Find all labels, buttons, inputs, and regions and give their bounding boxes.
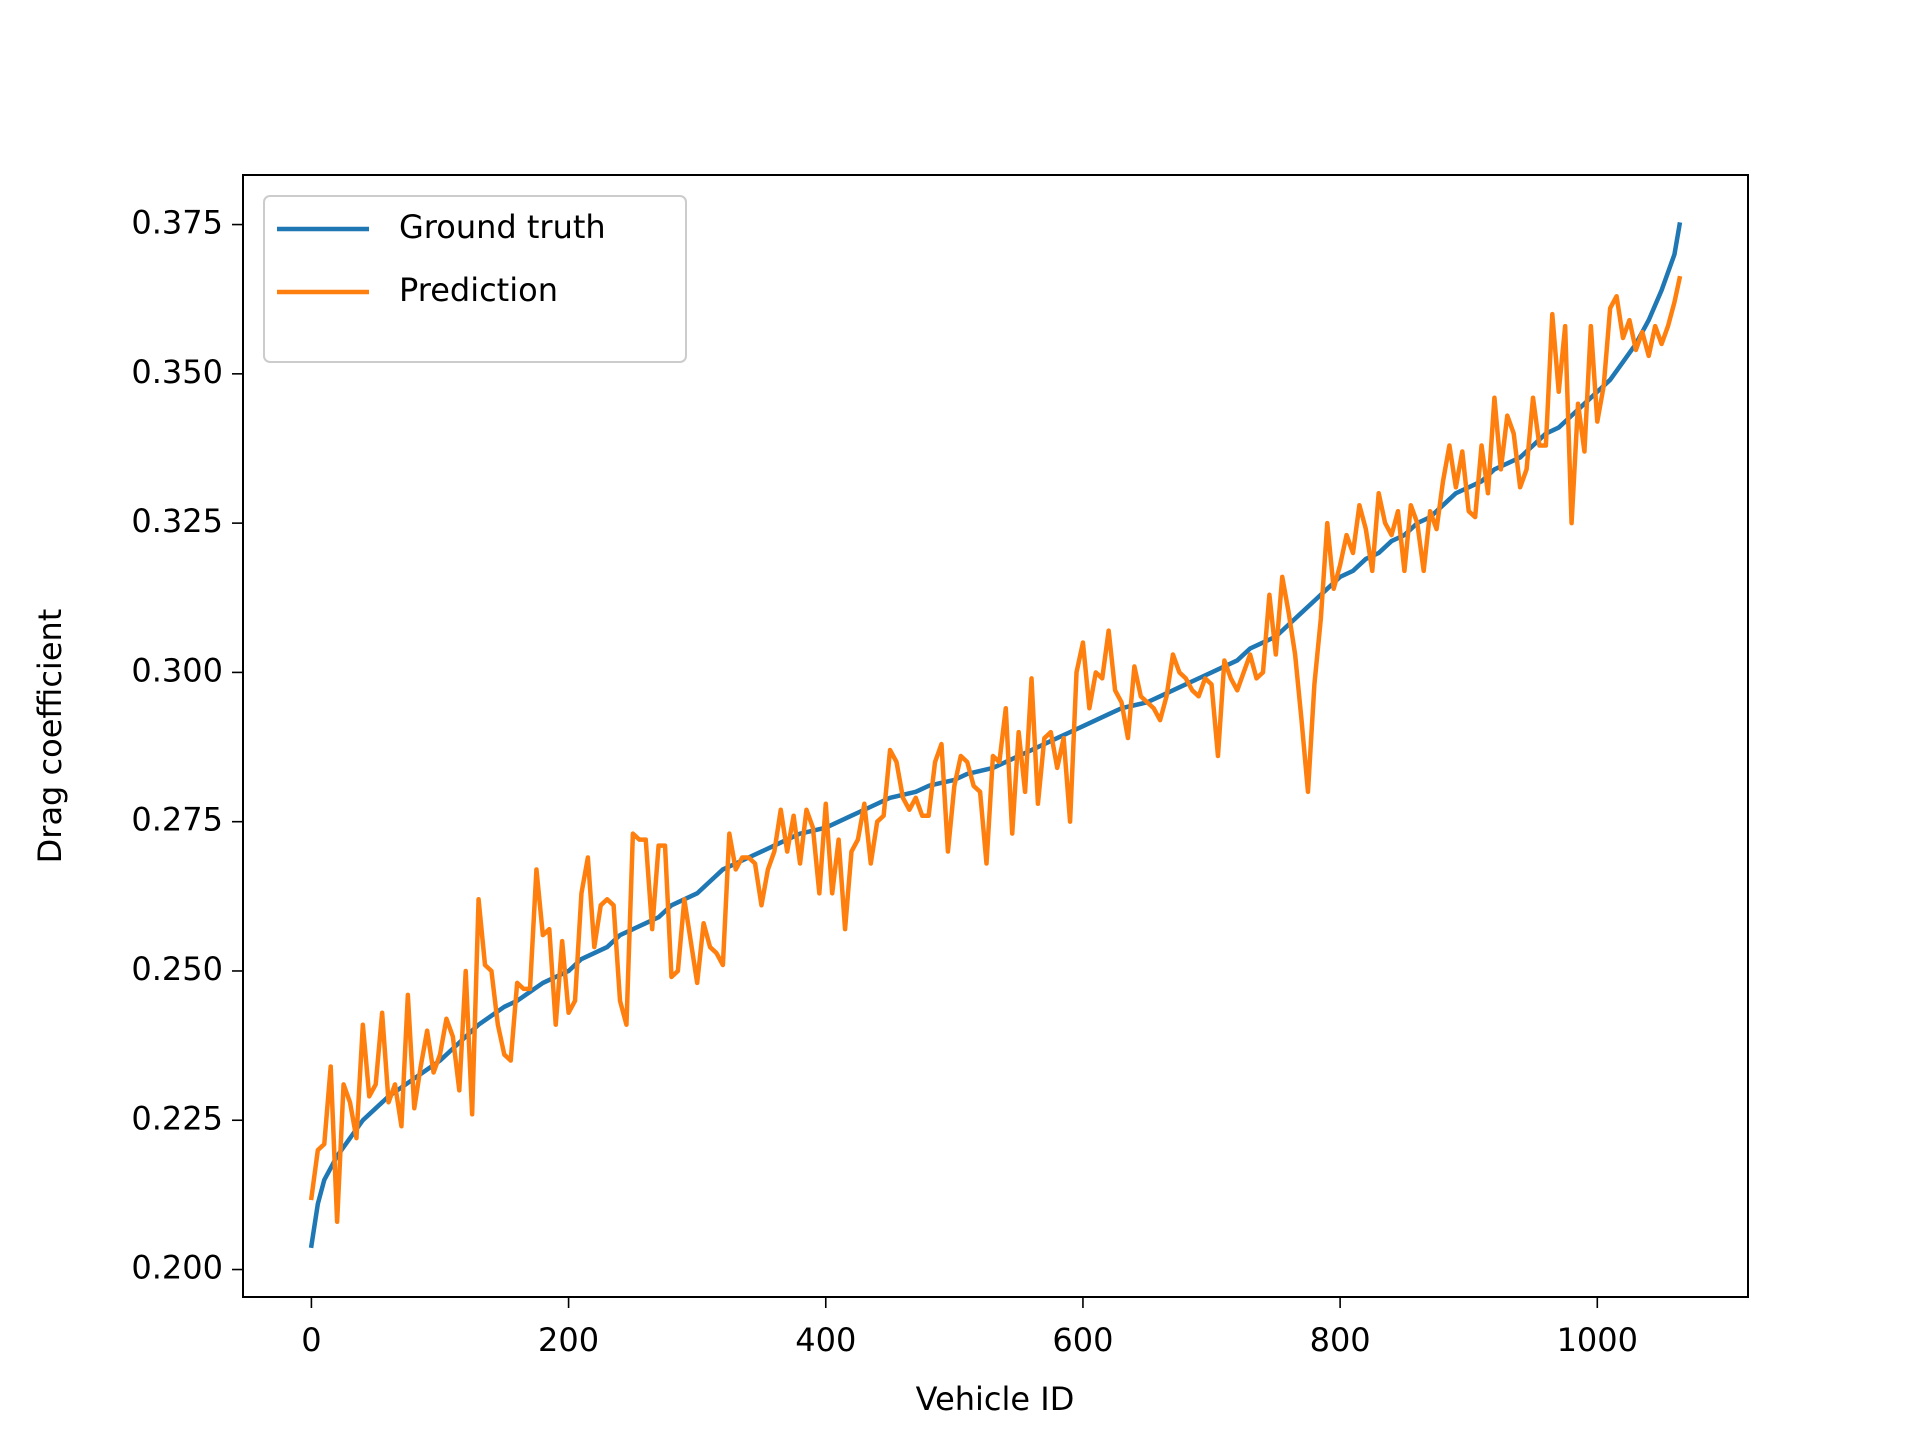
- y-tick-label: 0.325: [131, 502, 223, 540]
- x-tick-label: 600: [1052, 1321, 1113, 1359]
- legend-label: Prediction: [399, 271, 558, 309]
- y-tick-label: 0.225: [131, 1099, 223, 1137]
- y-tick-label: 0.350: [131, 353, 223, 391]
- x-axis-label: Vehicle ID: [916, 1380, 1075, 1418]
- y-tick-label: 0.300: [131, 651, 223, 689]
- x-tick-label: 0: [301, 1321, 321, 1359]
- x-tick-label: 400: [795, 1321, 856, 1359]
- y-tick-label: 0.375: [131, 204, 223, 242]
- legend-box: [263, 195, 687, 363]
- plot-frame: [242, 174, 1749, 1298]
- x-tick-label: 200: [538, 1321, 599, 1359]
- data-line: [308, 275, 1683, 1225]
- x-tick-label: 1000: [1557, 1321, 1638, 1359]
- y-axis-label: Drag coefficient: [31, 609, 69, 864]
- legend-label: Ground truth: [399, 208, 606, 246]
- y-tick-label: 0.200: [131, 1249, 223, 1287]
- y-tick-label: 0.275: [131, 801, 223, 839]
- x-tick-label: 800: [1310, 1321, 1371, 1359]
- y-tick-label: 0.250: [131, 950, 223, 988]
